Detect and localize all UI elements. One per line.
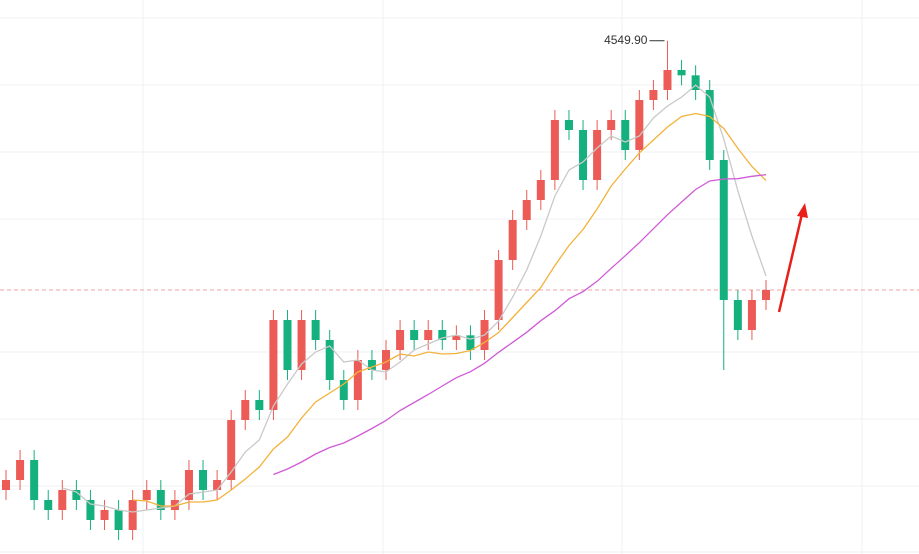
candle-body <box>156 490 165 510</box>
candle-body <box>607 120 616 130</box>
candle-body <box>579 130 588 180</box>
candle-body <box>564 120 573 130</box>
candle-body <box>114 510 123 530</box>
candle-body <box>593 130 602 180</box>
candle-body <box>762 290 770 300</box>
candle-body <box>396 330 405 350</box>
candle-body <box>269 320 278 410</box>
candle-body <box>100 510 109 520</box>
candle-body <box>410 330 419 340</box>
candle-body <box>353 360 362 400</box>
candle-body <box>663 70 672 90</box>
arrow <box>777 203 808 313</box>
candle-body <box>508 220 517 260</box>
candle-body <box>241 400 250 420</box>
moving-average <box>273 174 767 476</box>
candle-body <box>30 460 39 500</box>
candle-body <box>16 460 25 480</box>
plot: 4549.90 <box>0 33 919 540</box>
annotation-label: 4549.90 <box>604 33 648 47</box>
candle-body <box>227 420 236 480</box>
candle-body <box>536 180 545 200</box>
candle-body <box>466 335 475 350</box>
candle-body <box>550 120 559 180</box>
candle-body <box>705 90 714 160</box>
candle-body <box>184 470 193 500</box>
candle-body <box>128 500 137 530</box>
candle-body <box>325 340 334 380</box>
candle-body <box>367 360 376 370</box>
candle-body <box>58 490 67 510</box>
candle-body <box>649 90 658 100</box>
moving-average <box>132 112 767 507</box>
candle-body <box>297 320 306 370</box>
candle-body <box>44 500 53 510</box>
candle-body <box>199 470 208 490</box>
candle-body <box>719 160 728 300</box>
candle-body <box>283 320 292 370</box>
candle-body <box>494 260 503 320</box>
candle-body <box>311 320 320 340</box>
candle-body <box>213 480 222 490</box>
moving-average <box>62 84 767 513</box>
candle-body <box>255 400 264 410</box>
candle-body <box>747 300 756 330</box>
candle-body <box>170 500 179 510</box>
candle-body <box>86 500 95 520</box>
candle-body <box>142 490 151 500</box>
candle-body <box>635 100 644 150</box>
candle-body <box>677 70 686 76</box>
candle-body <box>72 490 81 500</box>
candle-body <box>733 300 742 330</box>
candle-body <box>452 335 461 340</box>
candle-body <box>691 75 700 90</box>
candle-body <box>424 330 433 340</box>
candle-body <box>2 480 10 490</box>
candle-body <box>339 380 348 400</box>
candle-body <box>621 120 630 150</box>
candle-body <box>438 330 447 340</box>
candle-body <box>382 350 390 370</box>
candle-body <box>522 200 531 220</box>
